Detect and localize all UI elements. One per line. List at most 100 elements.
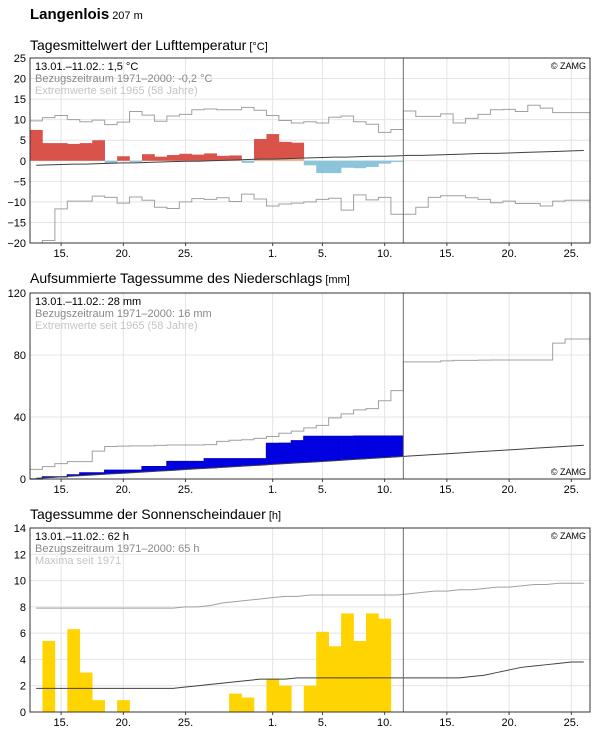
temp-xtick-label: 5. [318, 248, 327, 260]
temp-ytick-label: −10 [7, 197, 26, 209]
sun-xtick-label: 15. [439, 717, 454, 729]
temp-xtick-label: 10. [377, 248, 392, 260]
sunshine-bar [42, 641, 56, 712]
sun-xtick-label: 20. [116, 717, 131, 729]
temp-min-extreme-line [30, 193, 590, 244]
temp-bar-warm [291, 158, 305, 161]
precip-above-normal [341, 436, 354, 460]
precip-above-normal [266, 443, 280, 465]
sun-ytick-label: 2 [20, 681, 26, 693]
sunshine-max-line [36, 582, 584, 609]
temp-ytick-label: 10 [14, 115, 26, 127]
precip-above-normal [328, 436, 342, 461]
precip-above-normal [129, 470, 143, 473]
station-name: Langenlois [30, 6, 110, 23]
precip-extremes-label: Extremwerte seit 1965 (58 Jahre) [35, 320, 198, 332]
temp-bar-warm-anomaly [254, 138, 267, 160]
sunshine-bar [378, 618, 392, 712]
sun-frame [29, 527, 591, 713]
temp-period-label: 13.01.–11.02.: 1,5 °C [35, 61, 138, 73]
temp-max-extreme-line [30, 104, 590, 133]
station-heading: Langenlois 207 m [30, 6, 143, 23]
sunshine-bar [278, 685, 292, 712]
sun-xtick-label: 5. [318, 717, 327, 729]
sunshine-bar [366, 613, 379, 712]
sun-xtick-label: 25. [564, 717, 579, 729]
temp-bar-cold [104, 160, 118, 164]
sun-reference-label: Bezugszeitraum 1971–2000: 65 h [35, 543, 200, 555]
precip-normal-line [36, 444, 584, 479]
sunshine-bar [328, 646, 342, 712]
sunshine-normal-line [36, 661, 584, 689]
sunshine-bar [266, 679, 280, 712]
temp-ytick-label: 5 [20, 135, 26, 147]
temp-normal-line [36, 150, 584, 166]
precip-above-normal [104, 470, 118, 474]
precip-period-label: 13.01.–11.02.: 28 mm [35, 296, 141, 308]
precip-above-normal [378, 436, 392, 458]
sunshine-bar [341, 613, 354, 712]
temp-bar-cold [366, 160, 379, 167]
precip-above-normal [291, 440, 305, 463]
sun-xtick-label: 15. [53, 717, 68, 729]
precip-above-normal [254, 458, 267, 466]
precip-reference-label: Bezugszeitraum 1971–2000: 16 mm [35, 308, 212, 320]
temp-bar-warm-anomaly [92, 140, 105, 161]
precip-xtick-label: 10. [377, 484, 392, 496]
precip-max-extreme-line [30, 338, 590, 470]
sun-xtick-label: 20. [501, 717, 516, 729]
temp-bar-cold [390, 160, 404, 163]
temp-extremes-label: Extremwerte seit 1965 (58 Jahre) [35, 85, 198, 97]
precip-above-normal [353, 436, 367, 460]
sunshine-bar [67, 629, 81, 712]
precip-above-normal [390, 436, 404, 457]
sunshine-bar [316, 631, 329, 712]
temp-bar-cold [316, 160, 329, 174]
temp-ytick-label: 25 [14, 53, 26, 65]
precip-xtick-label: 25. [178, 484, 193, 496]
temp-xtick-label: 25. [178, 248, 193, 260]
precip-above-normal [67, 474, 81, 477]
temp-ytick-label: −15 [7, 217, 26, 229]
precip-xtick-label: 20. [116, 484, 131, 496]
sunshine-bar [229, 693, 242, 712]
temp-ytick-label: 15 [14, 94, 26, 106]
temp-bar-warm-anomaly [30, 129, 43, 161]
temp-bar-cold [341, 160, 354, 168]
temp-bar-warm [254, 159, 267, 161]
temp-xtick-label: 25. [564, 248, 579, 260]
precip-copyright: © ZAMG [551, 467, 586, 477]
temp-bar-warm-anomaly [117, 156, 130, 161]
precip-frame [29, 292, 591, 480]
sunshine-bar [92, 700, 105, 712]
sun-ytick-label: 14 [14, 523, 26, 535]
precip-ytick-label: 120 [8, 288, 26, 300]
sun-ytick-label: 10 [14, 576, 26, 588]
precip-above-normal [191, 461, 205, 469]
precip-above-normal [179, 461, 193, 470]
precip-above-normal [154, 466, 168, 471]
temp-bar-cold [378, 160, 392, 164]
sun-ytick-label: 12 [14, 549, 26, 561]
precip-above-normal [303, 436, 317, 463]
sunshine-bar [117, 700, 130, 712]
precip-xtick-label: 20. [501, 484, 516, 496]
precip-above-normal [117, 470, 130, 474]
temp-bar-warm-anomaly [67, 143, 81, 161]
precip-above-normal [278, 443, 292, 464]
precip-above-normal [204, 458, 217, 469]
temp-bar-warm-anomaly [229, 155, 242, 160]
temp-bar-warm-anomaly [291, 142, 305, 159]
precip-xtick-label: 1. [268, 484, 277, 496]
temp-copyright: © ZAMG [551, 61, 586, 71]
temp-bar-warm-anomaly [216, 155, 230, 161]
temp-bar-warm-anomaly [54, 143, 68, 161]
temp-bar-warm-anomaly [142, 154, 155, 161]
temperature-title-text: Tagesmittelwert der Lufttemperatur [30, 37, 247, 53]
precip-above-normal [92, 472, 105, 475]
temp-bar-warm-anomaly [42, 143, 56, 161]
precip-above-normal [316, 436, 329, 462]
precip-above-normal [79, 472, 93, 476]
temp-bar-cold [241, 160, 255, 163]
sunshine-title-text: Tagessumme der Sonnenscheindauer [30, 506, 266, 522]
